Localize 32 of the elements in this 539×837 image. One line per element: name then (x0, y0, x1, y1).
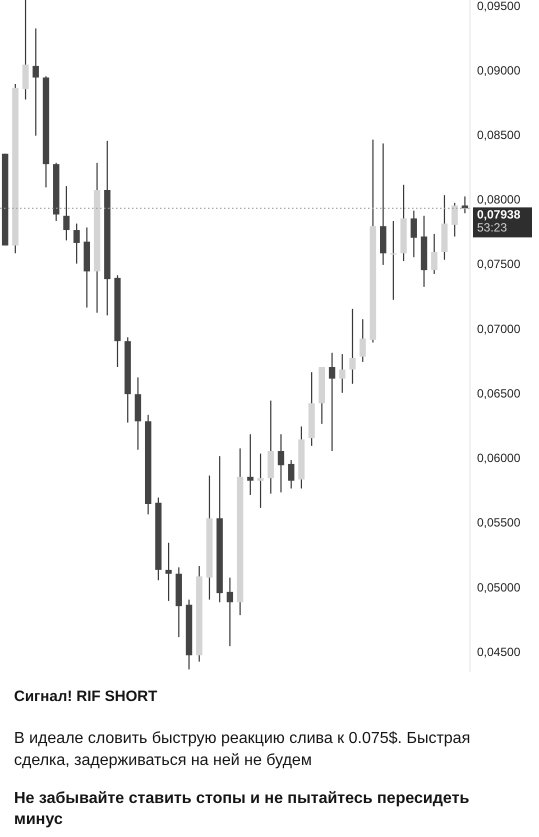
candlestick (278, 434, 284, 493)
y-tick-label: 0,06500 (477, 386, 521, 400)
y-tick-label: 0,04500 (477, 644, 521, 659)
candlestick (73, 222, 80, 264)
y-tick-label: 0,09000 (477, 63, 521, 78)
y-tick-label: 0,08500 (477, 128, 521, 142)
candlestick (247, 434, 254, 496)
y-tick-label: 0,09500 (477, 0, 521, 13)
candlestick (410, 210, 417, 258)
candlestick (339, 353, 346, 394)
candlestick (63, 185, 70, 241)
y-tick-label: 0,07000 (477, 322, 521, 336)
candlestick (32, 28, 39, 136)
candlestick (328, 352, 336, 452)
candlestick (165, 542, 172, 602)
candlestick (431, 233, 438, 275)
y-tick-label: 0,05000 (477, 580, 521, 594)
candlestick (226, 577, 234, 647)
candlestick (462, 196, 468, 214)
candlestick (257, 453, 264, 508)
candlestick (288, 459, 294, 490)
candlestick (360, 318, 366, 362)
y-tick-label: 0,06000 (477, 451, 521, 466)
candlestick (452, 202, 458, 238)
y-tick-label: 0,05500 (477, 516, 521, 530)
y-tick-label: 0,07500 (477, 257, 521, 272)
text: В идеале словить быструю реакцию слива к 0.075$. Быстрая сделка, задерживаться на ней не будем (14, 729, 472, 771)
text: Сигнал! RIF SHORT (14, 687, 158, 707)
y-tick-label: 0,08000 (477, 192, 521, 207)
text: Не забывайте ставить стопы и не пытайтесь пересидеть минус (14, 789, 470, 830)
ref-line-label: 0,07938 53:23 (477, 208, 521, 235)
candlestick (349, 308, 356, 384)
